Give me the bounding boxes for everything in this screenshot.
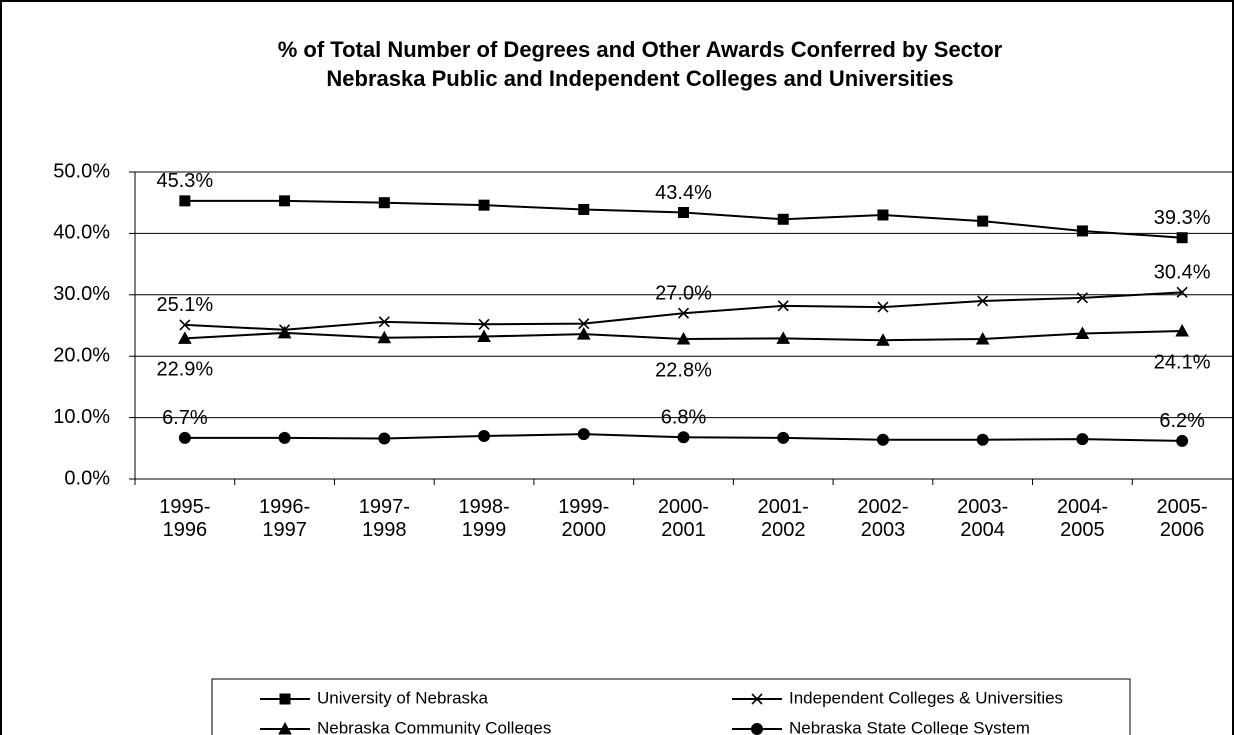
data-point	[377, 330, 392, 344]
legend-marker	[751, 693, 763, 705]
y-tick-label: 10.0%	[53, 406, 110, 428]
x-tick-wrap: 1998-1999	[458, 496, 510, 541]
x-tick-label: 1999-2000	[558, 496, 610, 541]
data-label: 39.3%	[1154, 207, 1211, 229]
legend-label: Nebraska Community Colleges	[317, 718, 551, 735]
chart-subtitle: Nebraska Public and Independent Colleges…	[326, 66, 953, 91]
data-label: 45.3%	[157, 170, 214, 192]
data-point	[478, 318, 490, 330]
data-point	[577, 428, 590, 441]
data-point	[677, 431, 690, 444]
x-tick-wrap: 2003-2004	[957, 496, 1009, 541]
data-point	[1176, 286, 1188, 298]
data-point	[378, 316, 390, 328]
x-tick-label: 2003-2004	[957, 496, 1009, 541]
y-tick-label: 30.0%	[53, 283, 110, 305]
y-tick-label: 40.0%	[53, 222, 110, 244]
data-point	[179, 319, 191, 331]
data-label: 30.4%	[1154, 262, 1211, 284]
data-point	[677, 307, 690, 319]
x-tick-wrap: 1995-1996	[159, 496, 211, 541]
data-label: 22.9%	[157, 359, 214, 381]
data-label: 43.4%	[655, 182, 712, 204]
data-point	[378, 197, 390, 209]
y-tick-label: 20.0%	[53, 344, 110, 366]
x-tick-label: 1997-1998	[358, 496, 410, 541]
data-point	[178, 431, 191, 444]
data-point	[877, 301, 889, 313]
legend-label: Nebraska State College System	[789, 718, 1030, 735]
data-label: 25.1%	[157, 294, 214, 316]
x-tick-label: 2001-2002	[757, 496, 809, 541]
data-point	[876, 433, 889, 446]
data-point	[1175, 323, 1189, 337]
data-point	[576, 327, 591, 340]
legend-label: University of Nebraska	[317, 688, 489, 707]
data-point	[478, 430, 491, 443]
legend-box	[211, 678, 1131, 735]
x-tick-label: 1996-1997	[259, 496, 311, 541]
data-point	[478, 199, 490, 211]
data-label: 6.7%	[162, 407, 208, 429]
data-point	[477, 329, 491, 343]
data-point	[877, 209, 889, 221]
data-point	[678, 207, 689, 219]
data-point	[776, 331, 791, 344]
data-point	[277, 325, 292, 339]
data-point	[1076, 225, 1088, 237]
data-label: 6.8%	[661, 407, 707, 429]
data-point	[977, 295, 989, 307]
data-point	[975, 331, 990, 345]
x-tick-wrap: 2005-2006	[1156, 496, 1208, 541]
data-point	[777, 213, 789, 225]
data-label: 22.8%	[655, 359, 712, 381]
data-point	[1076, 292, 1088, 304]
data-point	[1075, 326, 1090, 339]
y-tick-label: 50.0%	[53, 160, 110, 182]
x-tick-wrap: 2002-2003	[857, 496, 909, 541]
legend-label: Independent Colleges & Universities	[789, 688, 1063, 707]
data-point	[777, 300, 789, 312]
data-point	[1176, 232, 1188, 244]
x-tick-wrap: 1997-1998	[358, 496, 410, 541]
x-tick-label: 2000-2001	[657, 496, 710, 541]
data-point	[378, 432, 391, 445]
data-label: 27.0%	[655, 283, 712, 305]
x-tick-label: 2004-2005	[1056, 496, 1108, 541]
data-point	[777, 431, 790, 444]
legend-marker	[751, 723, 763, 735]
x-tick-label: 1995-1996	[159, 496, 211, 541]
data-point	[1176, 434, 1189, 447]
chart-title: % of Total Number of Degrees and Other A…	[278, 37, 1003, 62]
x-tick-wrap: 1996-1997	[259, 496, 311, 541]
data-point	[578, 203, 590, 215]
y-tick-label: 0.0%	[64, 467, 110, 489]
data-point	[977, 215, 989, 227]
data-point	[278, 431, 291, 444]
x-tick-label: 1998-1999	[458, 496, 510, 541]
x-tick-wrap: 2001-2002	[757, 496, 809, 541]
x-tick-wrap: 2004-2005	[1056, 496, 1108, 541]
data-label: 24.1%	[1154, 351, 1211, 373]
x-tick-wrap: 2000-2001	[657, 496, 710, 541]
data-label: 6.2%	[1159, 410, 1205, 432]
data-point	[578, 318, 590, 330]
legend-marker	[279, 693, 291, 705]
data-point	[676, 331, 691, 345]
x-tick-label: 2002-2003	[857, 496, 909, 541]
data-point	[178, 331, 192, 344]
x-tick-label: 2005-2006	[1156, 496, 1208, 541]
data-point	[1076, 433, 1089, 446]
x-tick-wrap: 1999-2000	[558, 496, 610, 541]
legend-marker	[278, 721, 292, 735]
data-point	[179, 195, 191, 207]
data-point	[876, 333, 890, 346]
data-point	[976, 433, 989, 446]
data-point	[279, 195, 291, 207]
